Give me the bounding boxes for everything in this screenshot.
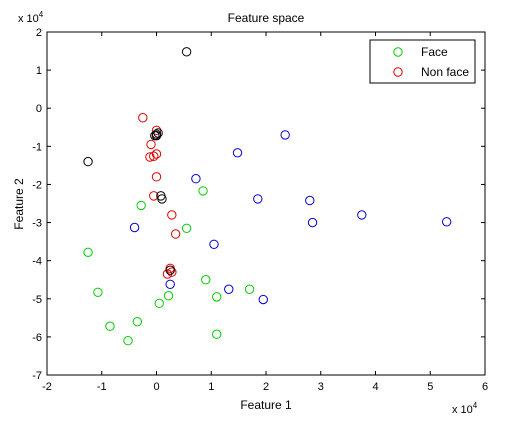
plot-axes (46, 31, 486, 376)
legend-label: Non face (421, 65, 469, 79)
series-1 (138, 113, 181, 279)
y-tick-label: -2 (32, 179, 42, 191)
data-point (191, 174, 201, 184)
data-point (129, 222, 140, 233)
y-tick-label: 1 (36, 65, 42, 77)
data-point (149, 191, 159, 201)
x-tick-label: 5 (427, 381, 433, 393)
data-points (83, 47, 452, 346)
y-tick-label: -3 (32, 218, 42, 230)
x-tick-label: 1 (208, 381, 214, 393)
y-tick-label: -6 (32, 332, 42, 344)
data-point (224, 284, 234, 294)
data-point (83, 247, 93, 257)
y-tick-label: -4 (32, 256, 42, 268)
data-point (201, 275, 211, 285)
y-tick-label: -1 (32, 141, 42, 153)
x-multiplier-exp: 4 (473, 401, 478, 410)
data-point (258, 294, 268, 305)
x-tick-label: 6 (482, 381, 488, 393)
data-point (151, 130, 162, 141)
x-multiplier-base: x 10 (452, 404, 473, 416)
series-3 (83, 47, 192, 275)
x-tick-label: -2 (42, 381, 52, 393)
data-point (154, 298, 164, 309)
y-multiplier-label: x 104 (18, 10, 44, 25)
data-point (149, 151, 159, 161)
legend-box (369, 39, 476, 84)
y-tick-label: -5 (32, 294, 42, 306)
y-tick-label: -7 (32, 370, 42, 382)
y-tick-label: 2 (36, 27, 42, 39)
data-point (151, 125, 162, 136)
data-point (198, 186, 208, 196)
data-point (232, 148, 243, 158)
data-point (307, 217, 318, 228)
legend-marker (393, 67, 403, 77)
data-point (167, 267, 177, 277)
y-tick-label: 0 (36, 103, 42, 115)
data-point (165, 279, 175, 289)
data-point (181, 47, 192, 57)
data-point (163, 291, 174, 301)
data-point (170, 229, 181, 239)
data-point (167, 210, 177, 220)
data-point (151, 149, 162, 159)
x-axis-ticks: -2 -1 0 1 2 3 4 5 6 (42, 32, 488, 393)
data-point (244, 284, 255, 294)
x-tick-label: 3 (318, 381, 324, 393)
chart-title: Feature space (228, 11, 305, 25)
data-point (157, 194, 167, 204)
series-0 (83, 186, 255, 346)
data-point (253, 194, 263, 204)
x-tick-label: 2 (263, 381, 269, 393)
data-point (181, 223, 192, 233)
x-tick-label: 0 (153, 381, 159, 393)
data-point (105, 321, 115, 331)
x-multiplier-label: x 104 (452, 401, 478, 416)
data-point (93, 287, 103, 297)
data-point (165, 265, 175, 275)
x-tick-label: -1 (97, 381, 107, 393)
data-point (146, 139, 156, 150)
data-point (153, 128, 163, 138)
data-point (123, 336, 133, 346)
data-point (280, 130, 290, 140)
data-point (132, 316, 143, 327)
plot-area (46, 31, 486, 376)
data-point (441, 217, 452, 227)
y-multiplier-base: x 10 (18, 13, 39, 25)
data-point (136, 200, 146, 211)
y-axis-label: Feature 2 (12, 178, 26, 230)
y-multiplier-exp: 4 (39, 10, 44, 19)
data-point (212, 292, 222, 302)
data-point (357, 210, 367, 220)
data-point (138, 113, 148, 123)
data-point (83, 156, 93, 167)
data-point (209, 239, 219, 249)
series-2 (129, 130, 452, 305)
data-point (145, 152, 155, 162)
legend-marker (393, 47, 403, 57)
x-tick-label: 4 (372, 381, 378, 393)
legend-label: Face (421, 45, 448, 59)
legend: Face Non face (369, 39, 476, 84)
data-point (212, 329, 222, 339)
x-axis-label: Feature 1 (240, 398, 292, 412)
data-point (151, 172, 162, 182)
y-axis-ticks: 2 1 0 -1 -2 -3 -4 -5 -6 -7 (32, 27, 485, 382)
data-point (305, 195, 315, 206)
